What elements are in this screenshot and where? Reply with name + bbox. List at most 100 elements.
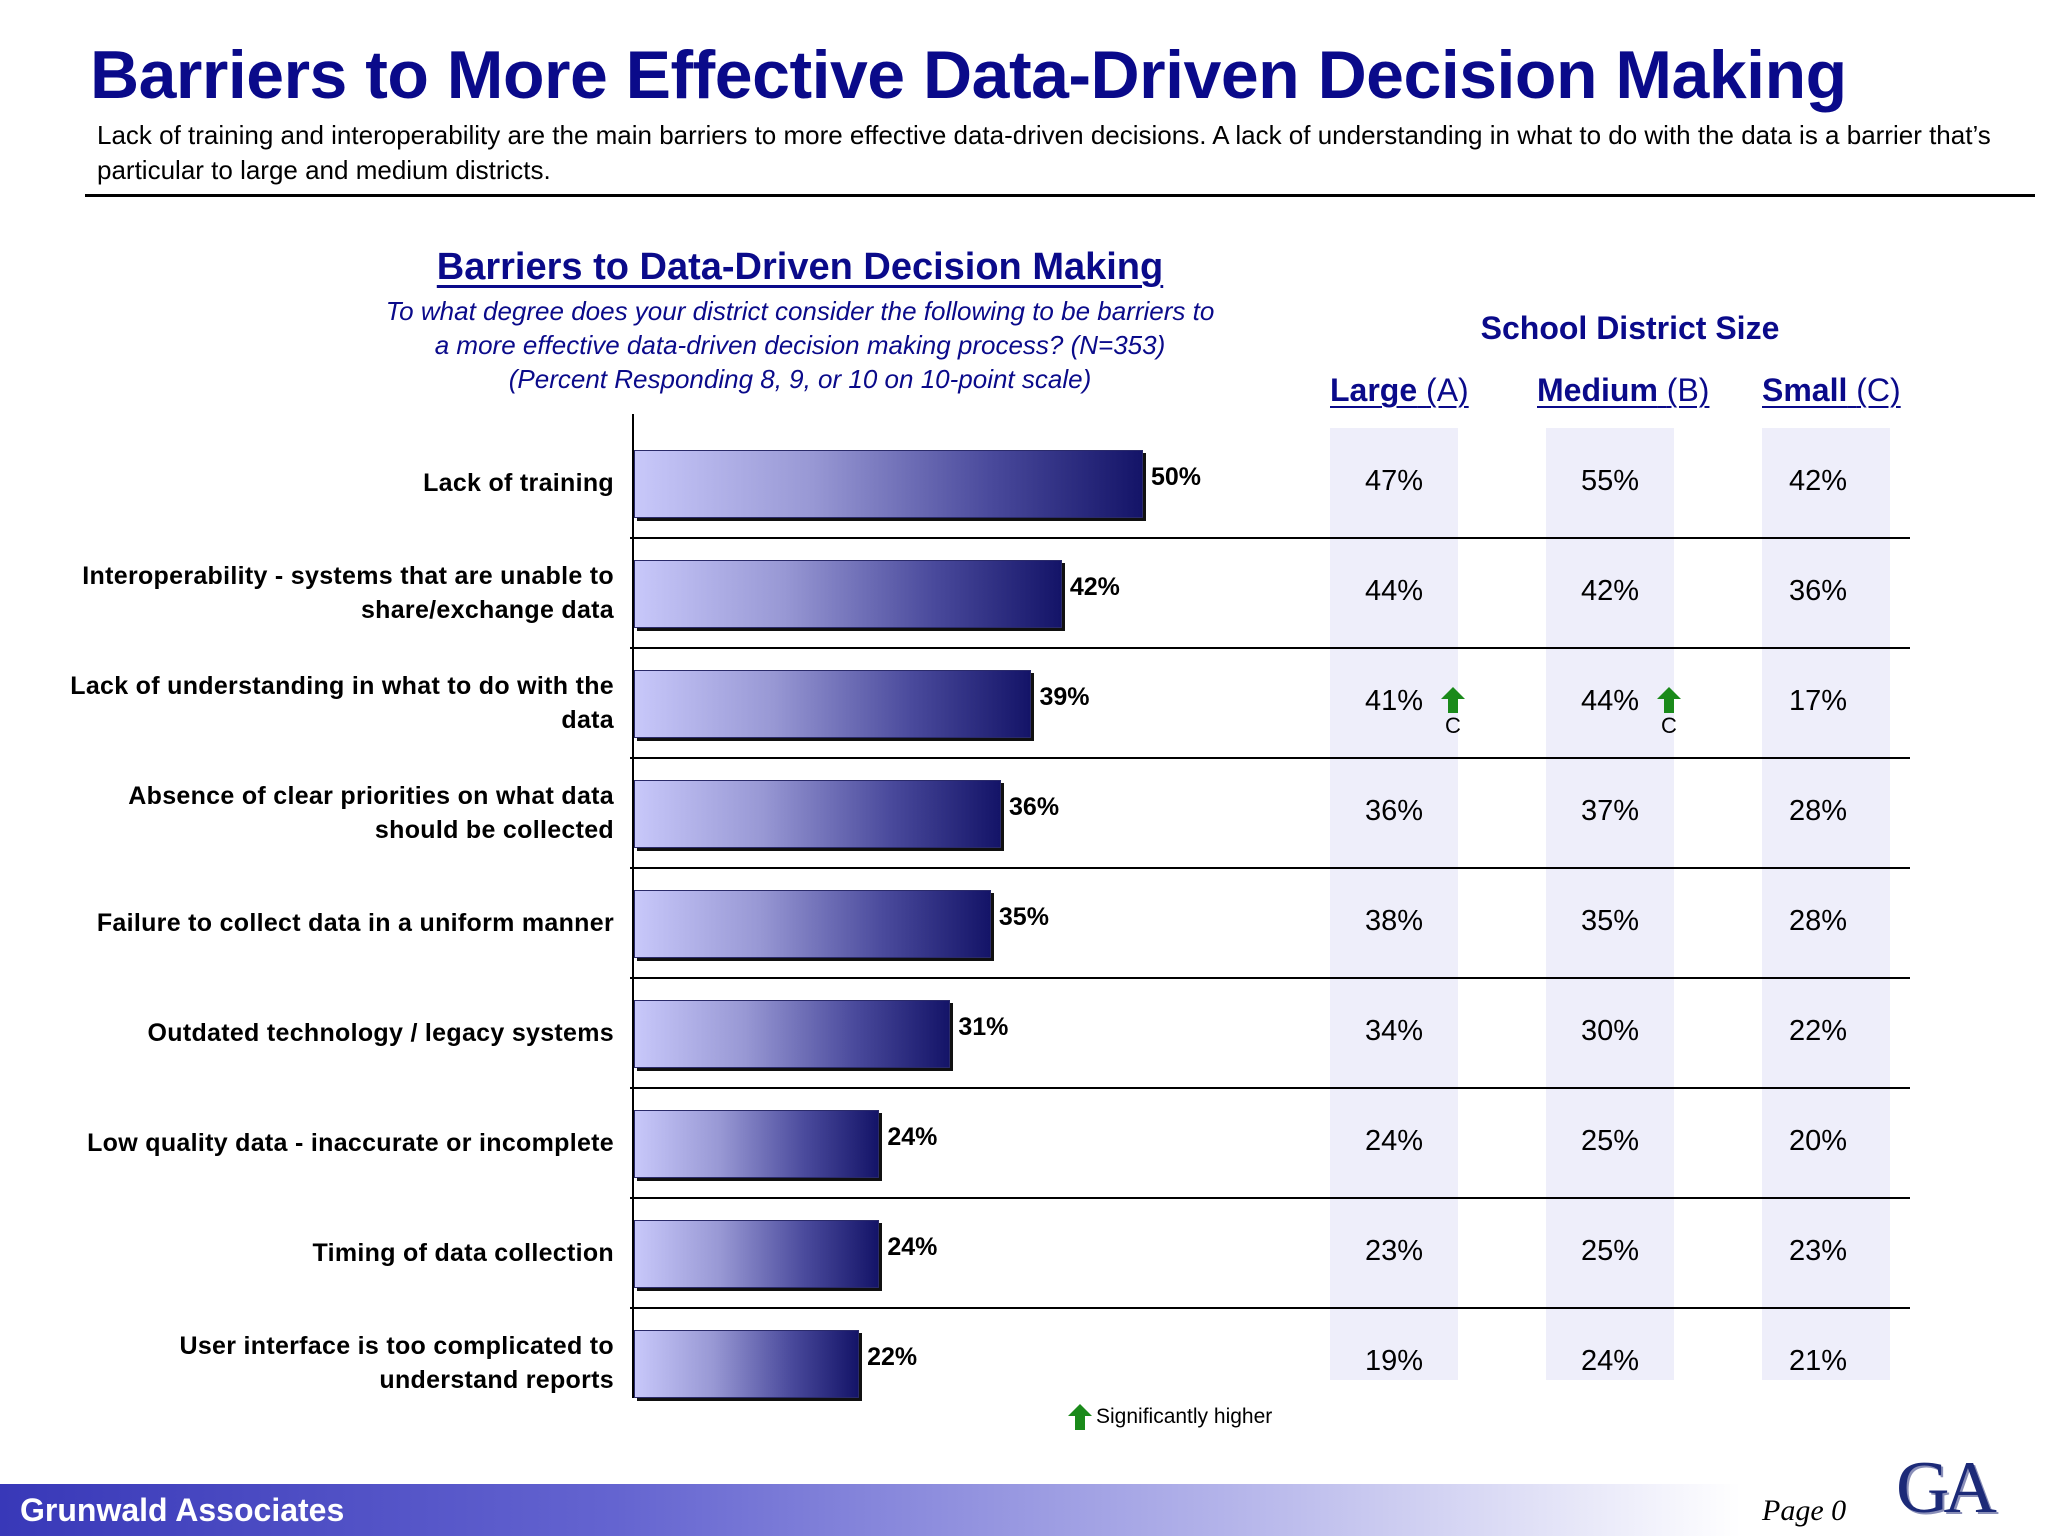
table-cell: 28% (1788, 905, 1848, 937)
table-cell: 24% (1580, 1345, 1640, 1377)
table-cell: 44% (1364, 575, 1424, 607)
table-cell: 42% (1788, 465, 1848, 497)
legend-label: Significantly higher (1096, 1405, 1273, 1428)
table-cell: 42% (1580, 575, 1640, 607)
page-title: Barriers to More Effective Data-Driven D… (90, 37, 1847, 113)
column-header-large: Large (A) (1330, 372, 1469, 408)
chart-axis (632, 414, 634, 1398)
row-separator (630, 1087, 1910, 1089)
row-separator (630, 977, 1910, 979)
table-cell: 23% (1788, 1235, 1848, 1267)
bar (634, 450, 1143, 518)
row-separator (630, 537, 1910, 539)
category-label-line: should be collected (374, 816, 614, 844)
table-cell: 25% (1580, 1235, 1640, 1267)
category-label-line: User interface is too complicated to (179, 1332, 614, 1360)
table-cell: 37% (1580, 795, 1640, 827)
significance-letter: C (1445, 713, 1461, 738)
chart-question-line: a more effective data-driven decision ma… (434, 330, 1166, 360)
category-label: Absence of clear priorities on what data… (30, 773, 614, 853)
legend: Significantly higher (1068, 1404, 1272, 1430)
category-label-line: understand reports (379, 1366, 614, 1394)
table-cell: 47% (1364, 465, 1424, 497)
bar-value-label: 35% (998, 903, 1049, 931)
category-label-line: Lack of training (423, 469, 614, 497)
table-cell: 25% (1580, 1125, 1640, 1157)
significance-marker: C (1438, 687, 1468, 737)
bar (634, 780, 1002, 848)
chart-title: Barriers to Data-Driven Decision Making (436, 246, 1164, 288)
table-cell: 21% (1788, 1345, 1848, 1377)
table-cell: 30% (1580, 1015, 1640, 1047)
bar-value-label: 22% (867, 1343, 918, 1371)
bar-value-label: 50% (1151, 463, 1202, 491)
page-number: Page 0 (1762, 1494, 1847, 1527)
footer-company: Grunwald Associates (20, 1492, 345, 1528)
company-logo: GA (1896, 1447, 1997, 1529)
significance-letter: C (1661, 713, 1677, 738)
bar (634, 890, 991, 958)
table-cell: 38% (1364, 905, 1424, 937)
category-label-line: Interoperability - systems that are unab… (82, 562, 614, 590)
category-label-line: Failure to collect data in a uniform man… (96, 909, 614, 937)
column-header-small: Small (C) (1762, 372, 1901, 408)
bar-value-label: 42% (1069, 573, 1120, 601)
table-cell: 28% (1788, 795, 1848, 827)
row-separator (630, 757, 1910, 759)
category-label: Lack of understanding in what to do with… (30, 663, 614, 743)
bar-value-label: 39% (1039, 683, 1090, 711)
category-label-line: Absence of clear priorities on what data (128, 782, 614, 810)
table-cell: 24% (1364, 1125, 1424, 1157)
bar-value-label: 31% (958, 1013, 1009, 1041)
table-cell: 22% (1788, 1015, 1848, 1047)
column-band-small (1762, 428, 1890, 1380)
category-label: Timing of data collection (30, 1213, 614, 1293)
table-cell: 36% (1788, 575, 1848, 607)
district-size-header: School District Size (1480, 310, 1780, 346)
category-label: Failure to collect data in a uniform man… (30, 883, 614, 963)
category-label: Low quality data - inaccurate or incompl… (30, 1103, 614, 1183)
green-up-arrow-icon (1068, 1404, 1092, 1430)
table-cell: 19% (1364, 1345, 1424, 1377)
table-cell: 36% (1364, 795, 1424, 827)
bar (634, 1330, 860, 1398)
row-separator (630, 647, 1910, 649)
bar-value-label: 24% (887, 1123, 938, 1151)
footer-band (0, 1484, 2048, 1536)
significance-marker: C (1654, 687, 1684, 737)
bar-value-label: 24% (887, 1233, 938, 1261)
row-separator (630, 1197, 1910, 1199)
chart-question-line: (Percent Responding 8, 9, or 10 on 10-po… (508, 364, 1092, 394)
bar (634, 1000, 951, 1068)
column-header-medium: Medium (B) (1537, 372, 1710, 408)
bar (634, 1110, 880, 1178)
category-label: Outdated technology / legacy systems (30, 993, 614, 1073)
green-up-arrow-icon (1657, 687, 1681, 713)
green-up-arrow-icon (1441, 687, 1465, 713)
category-label-line: Lack of understanding in what to do with… (70, 672, 614, 700)
chart-question: To what degree does your district consid… (330, 294, 1270, 396)
table-cell: 41% (1364, 685, 1424, 717)
category-label-line: Timing of data collection (312, 1239, 614, 1267)
page-subtitle: Lack of training and interoperability ar… (97, 120, 1991, 185)
category-label-line: Outdated technology / legacy systems (147, 1019, 614, 1047)
bar (634, 560, 1062, 628)
bar (634, 670, 1032, 738)
column-band-large (1330, 428, 1458, 1380)
table-cell: 20% (1788, 1125, 1848, 1157)
row-separator (630, 1307, 1910, 1309)
category-label: Lack of training (30, 443, 614, 523)
category-label: User interface is too complicated to unde… (30, 1323, 614, 1403)
table-cell: 35% (1580, 905, 1640, 937)
table-cell: 55% (1580, 465, 1640, 497)
table-cell: 44% (1580, 685, 1640, 717)
category-label-line: data (561, 706, 614, 734)
category-label-line: share/exchange data (360, 596, 614, 624)
table-cell: 34% (1364, 1015, 1424, 1047)
category-label-line: Low quality data - inaccurate or incompl… (87, 1129, 614, 1157)
row-separator (630, 867, 1910, 869)
column-band-medium (1546, 428, 1674, 1380)
bar (634, 1220, 880, 1288)
chart-question-line: To what degree does your district consid… (385, 296, 1215, 326)
category-label: Interoperability - systems that are unab… (30, 553, 614, 633)
